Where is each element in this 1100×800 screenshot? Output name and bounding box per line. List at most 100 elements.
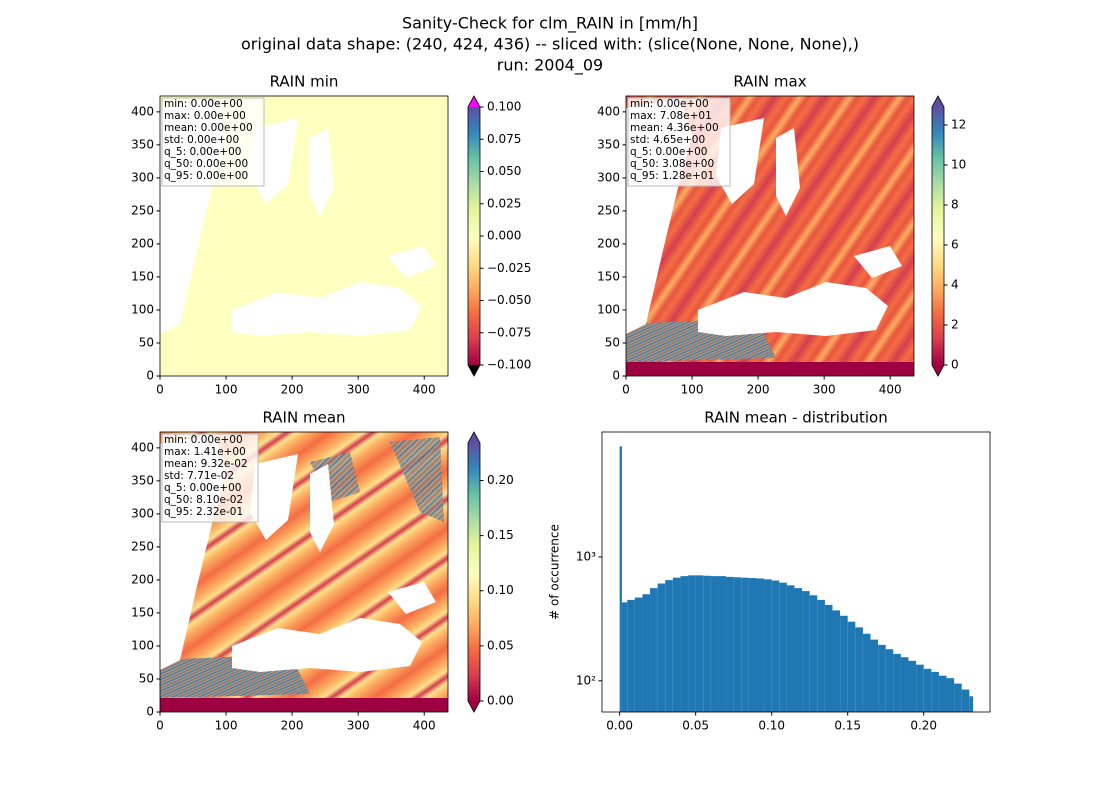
histogram-bar (779, 582, 787, 712)
stats-line: q_95: 2.32e-01 (164, 506, 243, 518)
y-tick-label: 100 (597, 302, 620, 316)
colorbar-extend-over (468, 96, 480, 107)
stats-line: max: 0.00e+00 (164, 110, 246, 122)
y-tick-label: 50 (605, 335, 620, 349)
x-tick-label: 100 (215, 719, 238, 733)
y-tick-label: 350 (131, 137, 154, 151)
colorbar-tick-label: −0.050 (487, 293, 531, 307)
x-tick-label: 200 (281, 383, 304, 397)
x-tick-label: 300 (347, 719, 370, 733)
colorbar-tick-label: 0.000 (487, 229, 521, 243)
y-tick-label: 350 (597, 137, 620, 151)
map-sea (776, 128, 800, 216)
x-tick-label: 200 (281, 719, 304, 733)
stats-line: q_50: 8.10e-02 (164, 494, 243, 506)
y-tick-label: 350 (131, 473, 154, 487)
histogram-bar (900, 657, 909, 712)
stats-line: min: 0.00e+00 (164, 434, 243, 446)
y-tick-label: 10³ (576, 549, 596, 563)
histogram-bar (969, 696, 974, 712)
x-tick-label: 0.10 (758, 719, 785, 733)
x-tick-label: 100 (681, 383, 704, 397)
histogram-bar (938, 675, 947, 712)
histogram-bar (764, 579, 772, 712)
stats-box-frame (161, 97, 265, 187)
subplot-title: RAIN min (270, 73, 339, 91)
histogram-bar (885, 649, 894, 712)
stats-box-frame (627, 97, 731, 187)
y-tick-label: 400 (597, 104, 620, 118)
x-tick-label: 300 (347, 383, 370, 397)
map-sea (698, 282, 888, 336)
axes-frame (625, 95, 915, 377)
x-tick-label: 0.15 (834, 719, 861, 733)
colorbar-tick-label: 0 (951, 358, 959, 372)
map-sea (854, 246, 902, 278)
map-band (160, 698, 448, 712)
colorbar (468, 107, 480, 365)
figure-title: run: 2004_09 (497, 56, 603, 76)
colorbar-tick-label: 10 (951, 158, 966, 172)
y-tick-label: 200 (597, 236, 620, 250)
colorbar-tick-label: 0.15 (487, 528, 514, 542)
y-tick-label: 400 (131, 440, 154, 454)
y-tick-label: 0 (612, 369, 620, 383)
histogram-bar (741, 577, 749, 712)
x-tick-label: 0 (156, 719, 164, 733)
x-tick-label: 300 (813, 383, 836, 397)
map-patch (310, 437, 444, 522)
histogram-bar (621, 602, 628, 712)
histogram-bar (634, 597, 643, 712)
histogram-bar (946, 678, 955, 712)
map-sea (310, 128, 334, 216)
colorbar-tick-label: −0.025 (487, 261, 531, 275)
x-tick-label: 0.05 (682, 719, 709, 733)
y-axis-label: # of occurrence (548, 524, 562, 620)
colorbar-tick-label: 0.100 (487, 100, 521, 114)
colorbar-tick-label: 12 (951, 118, 966, 132)
stats-line: q_95: 1.28e+01 (630, 170, 714, 182)
axes-frame (159, 431, 449, 713)
colorbar (468, 443, 480, 701)
x-tick-label: 400 (413, 383, 436, 397)
colorbar-tick-label: 0.075 (487, 132, 521, 146)
colorbar-extend-over (932, 96, 944, 107)
histogram-bar (627, 599, 635, 712)
colorbar-tick-label: 6 (951, 238, 959, 252)
histogram-bar (771, 580, 780, 712)
colorbar-tick-label: 0.050 (487, 164, 521, 178)
histogram-bar (862, 633, 871, 712)
histogram-bar (809, 595, 818, 712)
histogram-bar (695, 575, 704, 712)
histogram-bar (923, 668, 932, 712)
map-band (626, 362, 914, 376)
histogram-bar (688, 575, 696, 712)
colorbar-extend-under (932, 365, 944, 376)
histogram-bar (756, 578, 765, 712)
histogram-bar (794, 588, 803, 712)
axes-frame (159, 95, 449, 377)
y-tick-label: 10² (576, 673, 596, 687)
histogram-bar (710, 576, 719, 712)
histogram-bar (680, 576, 689, 712)
colorbar-extend-under (468, 701, 480, 712)
colorbar-tick-label: 2 (951, 318, 959, 332)
histogram-bar (733, 577, 742, 712)
stats-line: min: 0.00e+00 (164, 98, 243, 110)
y-tick-label: 300 (131, 506, 154, 520)
y-tick-label: 150 (131, 269, 154, 283)
histogram-bar (954, 683, 962, 712)
histogram-bar (916, 664, 924, 712)
histogram-bar (650, 588, 658, 712)
x-tick-label: 0.20 (910, 719, 937, 733)
stats-line: mean: 4.36e+00 (630, 122, 719, 134)
subplot-title: RAIN mean - distribution (704, 409, 887, 427)
histogram-bar (878, 644, 886, 712)
colorbar-tick-label: 8 (951, 198, 959, 212)
y-tick-label: 50 (139, 671, 154, 685)
histogram-bar (665, 580, 673, 712)
stats-line: mean: 9.32e-02 (164, 458, 248, 470)
